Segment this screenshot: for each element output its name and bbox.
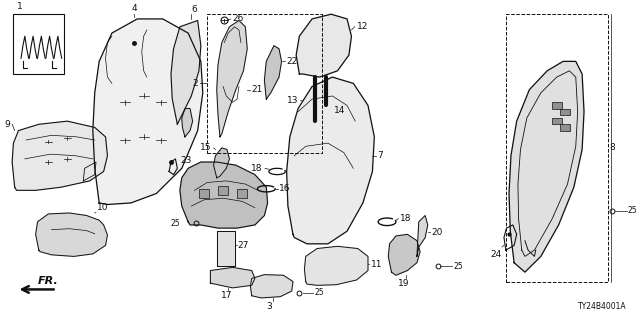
Polygon shape (12, 121, 108, 190)
Polygon shape (171, 20, 201, 124)
Text: FR.: FR. (38, 276, 58, 286)
Text: 24: 24 (490, 250, 501, 259)
Bar (207, 14, 321, 153)
Text: 10: 10 (97, 204, 109, 212)
Bar (13, 14, 64, 74)
Bar (552, 118, 562, 124)
Polygon shape (36, 213, 108, 256)
Text: 17: 17 (221, 291, 232, 300)
Text: 15: 15 (200, 143, 212, 152)
Text: 18: 18 (251, 164, 262, 173)
Polygon shape (287, 77, 374, 244)
Text: 4: 4 (131, 4, 137, 12)
Polygon shape (217, 20, 247, 137)
Text: 13: 13 (287, 96, 298, 105)
Bar (552, 102, 562, 108)
Bar (199, 189, 209, 198)
Text: 26: 26 (232, 14, 244, 23)
Text: 11: 11 (371, 260, 382, 269)
Text: TY24B4001A: TY24B4001A (578, 302, 627, 311)
Bar (560, 108, 570, 115)
Text: 23: 23 (180, 156, 191, 165)
Polygon shape (217, 231, 234, 266)
Text: 12: 12 (356, 22, 368, 31)
Text: 14: 14 (334, 106, 346, 115)
Text: 22: 22 (287, 57, 298, 66)
Text: 6: 6 (191, 5, 197, 14)
Text: 20: 20 (431, 228, 443, 237)
Text: 9: 9 (4, 120, 10, 129)
Text: 3: 3 (266, 302, 272, 311)
Bar (218, 186, 228, 195)
Text: 18: 18 (400, 214, 412, 223)
Polygon shape (509, 61, 584, 272)
Text: 7: 7 (377, 151, 383, 160)
Polygon shape (180, 162, 268, 228)
Text: 19: 19 (399, 279, 410, 288)
Polygon shape (264, 46, 282, 99)
Bar (560, 124, 570, 131)
Text: 25: 25 (315, 288, 324, 297)
Polygon shape (93, 19, 203, 204)
Polygon shape (305, 246, 368, 285)
Text: 16: 16 (279, 184, 291, 193)
Text: 8: 8 (609, 143, 615, 152)
Bar (506, 14, 607, 282)
Text: 27: 27 (237, 241, 248, 250)
Polygon shape (296, 14, 351, 77)
Polygon shape (182, 108, 193, 137)
Text: 25: 25 (170, 219, 180, 228)
Text: 25: 25 (628, 206, 637, 215)
Polygon shape (211, 268, 255, 288)
Text: 1: 1 (17, 2, 22, 11)
Text: 2: 2 (192, 79, 198, 88)
Polygon shape (388, 234, 420, 275)
Polygon shape (417, 215, 428, 256)
Bar (237, 189, 247, 198)
Polygon shape (250, 275, 293, 298)
Text: 25: 25 (453, 262, 463, 271)
Text: 21: 21 (252, 85, 263, 94)
Polygon shape (214, 148, 230, 178)
